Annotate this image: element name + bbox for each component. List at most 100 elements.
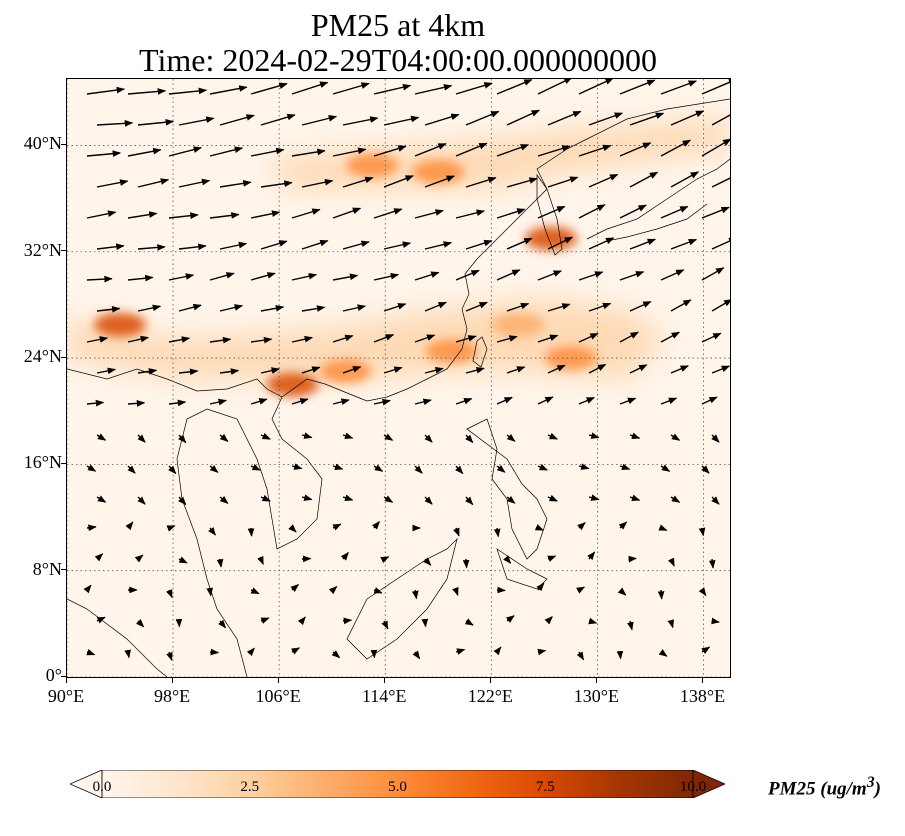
- wind-arrow: [168, 146, 203, 157]
- wind-arrow: [250, 587, 260, 595]
- wind-arrow: [260, 367, 280, 374]
- lat-tick-label: 0°: [45, 665, 62, 685]
- wind-arrow: [701, 465, 710, 474]
- wind-arrow: [698, 527, 706, 537]
- wind-arrow: [127, 335, 150, 343]
- wind-arrow: [701, 396, 718, 405]
- wind-arrow: [496, 464, 506, 473]
- wind-arrow: [455, 648, 466, 655]
- plot-title-line2: Time: 2024-02-29T04:00:00.000000000: [139, 42, 657, 78]
- wind-arrow: [260, 304, 285, 312]
- wind-arrow: [537, 270, 562, 281]
- wind-arrow: [127, 465, 136, 474]
- coastline-borneo: [346, 537, 458, 660]
- wind-arrow: [96, 243, 125, 251]
- wind-arrow: [332, 207, 362, 219]
- wind-arrow: [629, 238, 656, 250]
- wind-arrow: [209, 272, 235, 281]
- wind-arrow: [86, 210, 117, 219]
- wind-arrow: [660, 269, 685, 281]
- wind-arrow: [383, 495, 394, 503]
- wind-arrow: [166, 651, 173, 661]
- wind-arrow: [328, 586, 338, 595]
- wind-arrow: [342, 304, 367, 312]
- wind-arrow: [496, 79, 533, 95]
- wind-arrow: [618, 521, 628, 530]
- wind-arrow: [134, 554, 144, 563]
- wind-arrow: [260, 617, 270, 624]
- lat-tick-label: 32°N: [23, 239, 62, 260]
- wind-arrow: [127, 211, 158, 219]
- wind-arrow: [96, 495, 107, 503]
- wind-arrow: [414, 271, 440, 281]
- wind-arrow: [577, 522, 586, 531]
- pm25-field: [67, 119, 730, 397]
- wind-arrow: [124, 649, 131, 659]
- wind-arrow: [373, 587, 383, 594]
- wind-arrow: [670, 495, 681, 503]
- wind-arrow: [373, 83, 412, 95]
- wind-arrow: [506, 177, 538, 188]
- wind-arrow: [455, 269, 480, 281]
- wind-arrow: [209, 212, 240, 219]
- wind-arrow: [168, 399, 187, 407]
- wind-arrow: [670, 299, 692, 312]
- wind-arrow: [660, 331, 681, 343]
- wind-arrow: [373, 272, 400, 281]
- wind-arrow: [332, 334, 354, 343]
- wind-arrow: [629, 364, 648, 374]
- wind-arrow: [660, 139, 692, 157]
- wind-arrow: [332, 398, 350, 406]
- wind-arrow: [260, 180, 293, 188]
- wind-arrow: [578, 144, 612, 157]
- wind-arrow: [496, 269, 521, 281]
- wind-arrow: [178, 178, 211, 188]
- wind-arrow: [629, 432, 641, 439]
- wind-arrow: [660, 80, 697, 95]
- wind-arrow: [260, 240, 288, 250]
- wind-arrow: [629, 112, 665, 126]
- wind-arrow: [137, 178, 170, 188]
- wind-arrow: [424, 113, 460, 126]
- wind-arrow: [578, 271, 604, 281]
- wind-arrow: [619, 397, 637, 405]
- wind-arrow: [537, 79, 573, 95]
- wind-arrow: [250, 336, 273, 344]
- wind-arrow: [301, 239, 329, 250]
- wind-arrow: [168, 273, 195, 281]
- wind-arrow: [455, 142, 488, 157]
- wind-arrow: [619, 79, 656, 95]
- wind-arrow: [373, 145, 407, 157]
- pm25-hotspot: [544, 346, 597, 371]
- wind-arrow: [619, 463, 631, 470]
- wind-arrow: [209, 648, 220, 656]
- wind-arrow: [137, 496, 146, 505]
- wind-arrow: [127, 400, 146, 407]
- lat-tick-label: 8°N: [32, 558, 62, 579]
- wind-arrow: [332, 273, 359, 281]
- colorbar-gradient: [101, 770, 694, 798]
- wind-arrow: [178, 556, 188, 564]
- wind-arrow: [588, 112, 624, 126]
- map-panel: [66, 78, 731, 678]
- wind-arrow: [247, 527, 255, 537]
- coastline-japan: [586, 158, 730, 242]
- wind-arrow: [537, 463, 548, 471]
- wind-arrow: [547, 364, 566, 374]
- wind-arrow: [496, 144, 530, 157]
- wind-arrow: [178, 116, 215, 126]
- wind-arrow: [412, 650, 421, 660]
- wind-arrow: [506, 109, 540, 126]
- wind-arrow: [578, 79, 614, 95]
- wind-arrow: [178, 434, 187, 444]
- wind-arrow: [86, 648, 96, 656]
- wind-arrow: [505, 615, 515, 623]
- wind-arrow: [373, 334, 395, 343]
- wind-arrow: [503, 555, 512, 564]
- wind-arrow: [465, 110, 500, 126]
- wind-arrow: [86, 524, 97, 532]
- wind-arrow: [576, 586, 586, 594]
- wind-arrow: [291, 463, 303, 470]
- wind-arrow: [373, 208, 403, 219]
- wind-arrow: [86, 86, 126, 95]
